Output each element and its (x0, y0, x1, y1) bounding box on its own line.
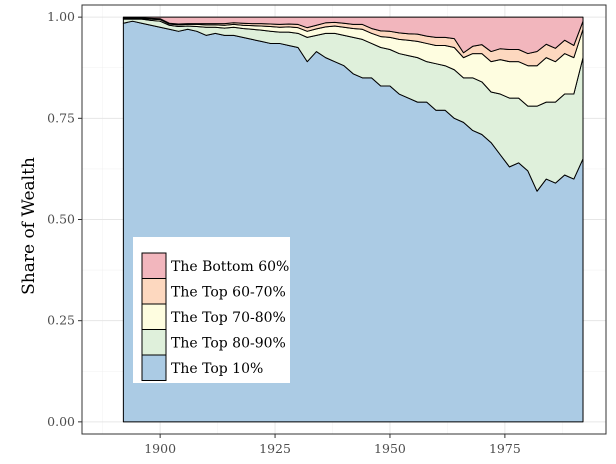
legend-label: The Top 70-80% (171, 310, 286, 326)
legend: The Bottom 60% The Top 60-70% The Top 70-8… (133, 237, 290, 383)
x-axis-ticks: 1900 1925 1950 1975 (144, 434, 521, 456)
legend-label: The Top 60-70% (171, 284, 286, 300)
legend-key (141, 354, 167, 381)
legend-label: The Top 10% (171, 361, 263, 377)
y-tick-label: 0.00 (47, 414, 75, 429)
x-tick-label: 1900 (144, 441, 176, 456)
x-tick-label: 1975 (489, 441, 521, 456)
legend-key (141, 329, 167, 356)
x-tick-label: 1925 (259, 441, 291, 456)
y-axis-ticks: 0.00 0.25 0.50 0.75 1.00 (47, 9, 82, 429)
area-the-bottom-60 (122, 16, 584, 55)
legend-key (141, 303, 167, 330)
legend-key (141, 252, 167, 279)
y-tick-label: 0.75 (47, 110, 75, 125)
y-tick-label: 0.50 (47, 212, 75, 227)
y-tick-label: 0.25 (47, 313, 75, 328)
y-tick-label: 1.00 (47, 9, 75, 24)
legend-label: The Top 80-90% (171, 335, 286, 351)
y-axis-title: Share of Wealth (19, 157, 39, 295)
legend-key (141, 278, 167, 305)
x-tick-label: 1950 (374, 441, 406, 456)
legend-label: The Bottom 60% (171, 259, 289, 275)
